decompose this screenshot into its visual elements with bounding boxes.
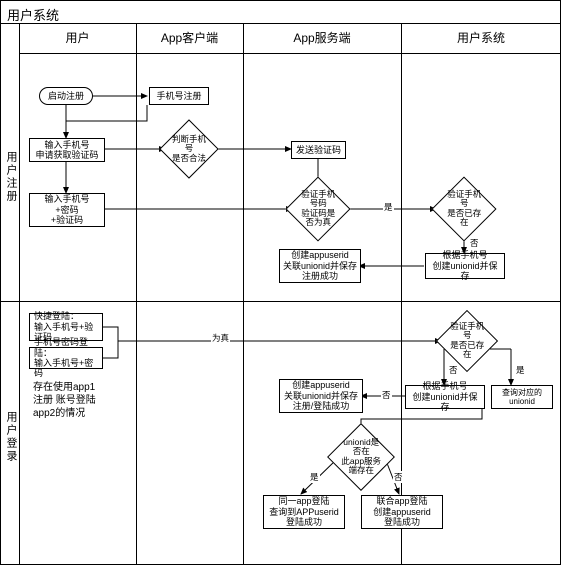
node-send-code: 发送验证码 [291,141,346,159]
row-label-register: 用户注册 [3,151,19,203]
edge-label-no-3: 否 [381,389,392,401]
node-start-register: 启动注册 [39,87,93,105]
hline-header [19,53,560,54]
node-label: 输入手机号 +密码 +验证码 [44,194,89,225]
node-label: 验证手机号 是否已存在 [444,190,484,227]
node-create-appuser-r: 创建appuserid 关联unionid并保存 注册成功 [279,249,361,283]
diagram-title: 用户系统 [7,5,59,24]
node-label: 手机号注册 [156,91,201,101]
edge-label-no-4: 否 [393,471,404,483]
edge-label-no-2: 否 [448,364,459,376]
row-label-login: 用户登录 [3,411,19,463]
edges [1,1,561,566]
note-login: 存在使用app1 注册 账号登陆 app2的情况 [33,381,123,420]
node-unionid-in-svc: unionid是否在 此app服务端存在 [327,423,395,491]
edge-label-yes-1: 是 [383,201,394,213]
col-header-user: 用户 [19,29,136,46]
col-header-server: App服务端 [243,29,401,46]
hline-title [1,23,560,24]
hline-rowsep [1,301,560,302]
node-pwd-login: 手机号密码登陆： 输入手机号+密码 [29,347,103,369]
node-create-unionid-l: 根据手机号 创建unionid并保存 [405,385,485,409]
node-label: 联合app登陆 创建appuserid 登陆成功 [373,496,431,527]
node-label: 根据手机号 创建unionid并保存 [408,381,482,412]
node-phone-exists-l: 验证手机号 是否已存在 [436,310,498,372]
node-create-unionid-r: 根据手机号 创建unionid并保存 [425,253,505,279]
col-header-client: App客户端 [136,29,243,46]
node-label: unionid是否在 此app服务端存在 [340,438,382,475]
col-header-usersys: 用户系统 [401,29,561,46]
edge-label-yes-2: 是 [515,364,526,376]
vline-col-2 [243,23,244,564]
node-label: 同一app登陆 查询到APPuserid 登陆成功 [269,496,339,527]
node-input-phone-pwd-code: 输入手机号 +密码 +验证码 [29,193,105,227]
node-label: 判断手机号 是否合法 [171,135,207,163]
node-cross-app-login: 联合app登陆 创建appuserid 登陆成功 [361,495,443,529]
node-label: 查询对应的unionid [494,388,550,406]
edge-label-no-1: 否 [469,237,480,249]
node-label: 创建appuserid 关联unionid并保存 注册/登陆成功 [284,380,358,411]
node-query-unionid: 查询对应的unionid [491,385,553,409]
node-verify-code: 验证手机号码 验证码是否为真 [285,176,350,241]
node-phone-exists-r: 验证手机号 是否已存在 [431,176,496,241]
edge-label-true: 为真 [211,332,230,344]
node-label: 根据手机号 创建unionid并保存 [428,250,502,281]
node-check-phone-legal: 判断手机号 是否合法 [159,119,218,178]
node-label: 手机号密码登陆： 输入手机号+密码 [34,337,100,378]
node-create-appuser-l: 创建appuserid 关联unionid并保存 注册/登陆成功 [279,379,363,413]
node-label: 验证手机号码 验证码是否为真 [298,190,338,227]
vline-bandsep [19,23,20,564]
vline-col-1 [136,23,137,564]
node-phone-register: 手机号注册 [149,87,209,105]
node-input-phone-req: 输入手机号 申请获取验证码 [29,138,105,162]
node-label: 启动注册 [48,91,84,101]
node-label: 输入手机号 申请获取验证码 [35,140,98,161]
edge-label-yes-3: 是 [309,471,320,483]
node-same-app-login: 同一app登陆 查询到APPuserid 登陆成功 [263,495,345,529]
node-label: 创建appuserid 关联unionid并保存 注册成功 [283,250,357,281]
flowchart-root: 用户系统 用户 App客户端 App服务端 用户系统 用户注册 用户登录 [0,0,561,565]
node-label: 验证手机号 是否已存在 [448,322,486,359]
node-label: 发送验证码 [296,145,341,155]
